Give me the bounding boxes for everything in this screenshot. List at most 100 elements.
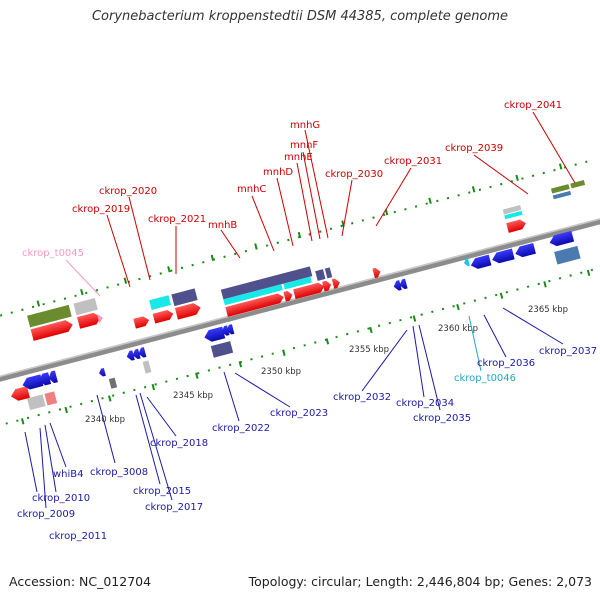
leader-line xyxy=(412,325,425,398)
accession-text: Accession: NC_012704 xyxy=(9,574,152,589)
guide-dot xyxy=(558,277,562,280)
guide-dot xyxy=(569,274,572,277)
gene-label[interactable]: ckrop_2031 xyxy=(384,156,442,167)
guide-dot xyxy=(10,311,13,314)
gene-label[interactable]: ckrop_2035 xyxy=(413,413,471,424)
guide-dot xyxy=(431,310,434,314)
reverse-features xyxy=(11,230,581,411)
scale-label: 2350 kbp xyxy=(261,367,301,377)
gene-label[interactable]: mnhE xyxy=(284,152,313,163)
gene-label[interactable]: ckrop_2023 xyxy=(270,408,328,419)
feature-pseudo xyxy=(73,298,98,316)
leader-line xyxy=(146,396,177,437)
guide-dot xyxy=(0,314,3,317)
guide-tick xyxy=(297,231,302,239)
guide-tick xyxy=(108,395,112,402)
feature-rrna xyxy=(283,276,312,290)
feature-cds xyxy=(331,278,340,289)
gene-label[interactable]: ckrop_2019 xyxy=(72,204,130,215)
feature-rev-cds xyxy=(470,254,492,269)
gene-label[interactable]: ckrop_2039 xyxy=(445,143,503,154)
feature-orf xyxy=(210,341,234,358)
guide-dot xyxy=(207,369,211,372)
gene-label[interactable]: ckrop_t0045 xyxy=(22,248,84,259)
guide-dot xyxy=(377,324,381,327)
gene-label[interactable]: ckrop_2034 xyxy=(396,398,454,409)
gene-label[interactable]: ckrop_2010 xyxy=(32,493,90,504)
leader-line xyxy=(473,154,529,195)
gene-label[interactable]: ckrop_2017 xyxy=(145,502,203,513)
guide-dot xyxy=(420,313,423,316)
feature-rev-cds xyxy=(48,370,58,384)
leader-line xyxy=(234,372,291,408)
guide-tick xyxy=(499,292,504,299)
guide-dot xyxy=(452,305,455,308)
gene-label[interactable]: ckrop_2041 xyxy=(504,100,562,111)
guide-dot xyxy=(202,261,205,264)
guide-dot xyxy=(138,277,141,281)
guide-tick xyxy=(586,269,591,277)
feature-cds xyxy=(283,290,293,302)
gene-label[interactable]: ckrop_2030 xyxy=(325,169,383,180)
guide-dot xyxy=(154,383,157,386)
scale-label: 2360 kbp xyxy=(438,324,478,334)
gene-label[interactable]: ckrop_2009 xyxy=(17,509,75,520)
feature-pseudo-red xyxy=(44,391,58,406)
guide-tick xyxy=(238,361,243,368)
leader-line xyxy=(532,111,576,184)
gene-label[interactable]: ckrop_2018 xyxy=(150,438,208,449)
leader-line xyxy=(220,229,241,259)
bottom-labels: whiB4 ckrop_2010 ckrop_2009 ckrop_2011 c… xyxy=(17,346,597,542)
gene-label[interactable]: ckrop_2036 xyxy=(477,358,535,369)
guide-dot xyxy=(111,394,115,397)
guide-dot xyxy=(133,388,136,392)
gene-label[interactable]: whiB4 xyxy=(53,469,84,480)
scale-label: 2365 kbp xyxy=(528,305,568,315)
gene-label[interactable]: mnhC xyxy=(237,184,266,195)
leader-line xyxy=(483,314,507,358)
guide-dot xyxy=(473,299,477,302)
gene-label[interactable]: ckrop_t0046 xyxy=(454,373,516,384)
guide-dot xyxy=(85,291,88,295)
guide-tick xyxy=(151,383,156,391)
guide-dot xyxy=(21,308,24,311)
guide-dot xyxy=(521,177,524,180)
gene-label[interactable]: ckrop_3008 xyxy=(90,467,148,478)
leader-line xyxy=(251,195,275,252)
feature-rev-cds xyxy=(99,368,106,377)
top-guide-ticks xyxy=(0,160,588,317)
guide-dot xyxy=(63,297,67,300)
guide-dot xyxy=(319,230,322,233)
guide-dot xyxy=(5,422,8,425)
gene-label[interactable]: ckrop_2021 xyxy=(148,214,206,225)
gene-label[interactable]: mnhD xyxy=(263,167,293,178)
leader-line xyxy=(304,129,329,239)
guide-dot xyxy=(37,413,40,417)
scale-label: 2345 kbp xyxy=(173,391,213,401)
feature-orf xyxy=(324,267,333,279)
feature-cds xyxy=(133,316,150,329)
guide-dot xyxy=(478,188,482,191)
gene-label[interactable]: ckrop_2015 xyxy=(133,486,191,497)
gene-label[interactable]: ckrop_2022 xyxy=(212,423,270,434)
leader-line xyxy=(302,151,321,240)
guide-tick xyxy=(471,186,476,193)
guide-dot xyxy=(244,249,248,253)
feature-cds xyxy=(225,293,284,317)
guide-dot xyxy=(170,269,173,272)
gene-label[interactable]: mnhF xyxy=(290,140,318,151)
gene-label[interactable]: mnhB xyxy=(208,220,237,231)
guide-dot xyxy=(74,294,77,298)
scale-label: 2355 kbp xyxy=(349,345,389,355)
gene-label[interactable]: ckrop_2011 xyxy=(49,531,107,542)
gene-label[interactable]: ckrop_2037 xyxy=(539,346,597,357)
gene-label[interactable]: ckrop_2020 xyxy=(99,186,157,197)
guide-dot xyxy=(116,283,120,286)
gene-label[interactable]: mnhG xyxy=(290,120,320,131)
feature-rev-cds xyxy=(393,280,402,291)
guide-dot xyxy=(441,307,445,311)
guide-tick xyxy=(456,303,460,311)
forward-features xyxy=(27,180,586,341)
gene-label[interactable]: ckrop_2032 xyxy=(333,392,391,403)
guide-dot xyxy=(329,227,333,231)
